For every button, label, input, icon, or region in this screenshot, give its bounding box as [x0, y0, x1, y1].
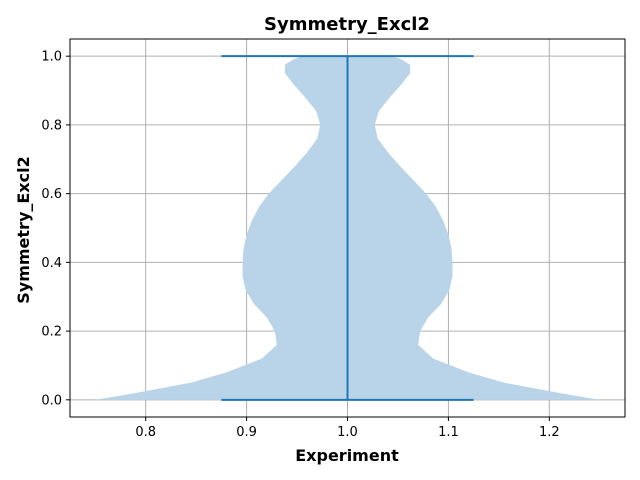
y-tick-label: 0.0	[41, 393, 62, 408]
x-axis-label: Experiment	[295, 446, 399, 465]
x-tick-label: 1.1	[438, 425, 459, 440]
x-tick-label: 0.9	[236, 425, 257, 440]
x-tick-label: 1.2	[539, 425, 560, 440]
x-axis-ticks: 0.8 0.9 1.0 1.1 1.2	[135, 417, 560, 440]
y-tick-label: 0.4	[41, 256, 62, 271]
chart-title: Symmetry_Excl2	[264, 14, 430, 35]
y-tick-label: 0.8	[41, 118, 62, 133]
y-tick-label: 0.6	[41, 187, 62, 202]
y-tick-label: 0.2	[41, 325, 62, 340]
x-tick-label: 0.8	[135, 425, 156, 440]
violin-series	[95, 55, 600, 401]
x-tick-label: 1.0	[337, 425, 358, 440]
y-axis-label: Symmetry_Excl2	[14, 156, 33, 303]
y-tick-label: 1.0	[41, 50, 62, 65]
y-axis-ticks: 0.0 0.2 0.4 0.6 0.8 1.0	[41, 50, 70, 408]
